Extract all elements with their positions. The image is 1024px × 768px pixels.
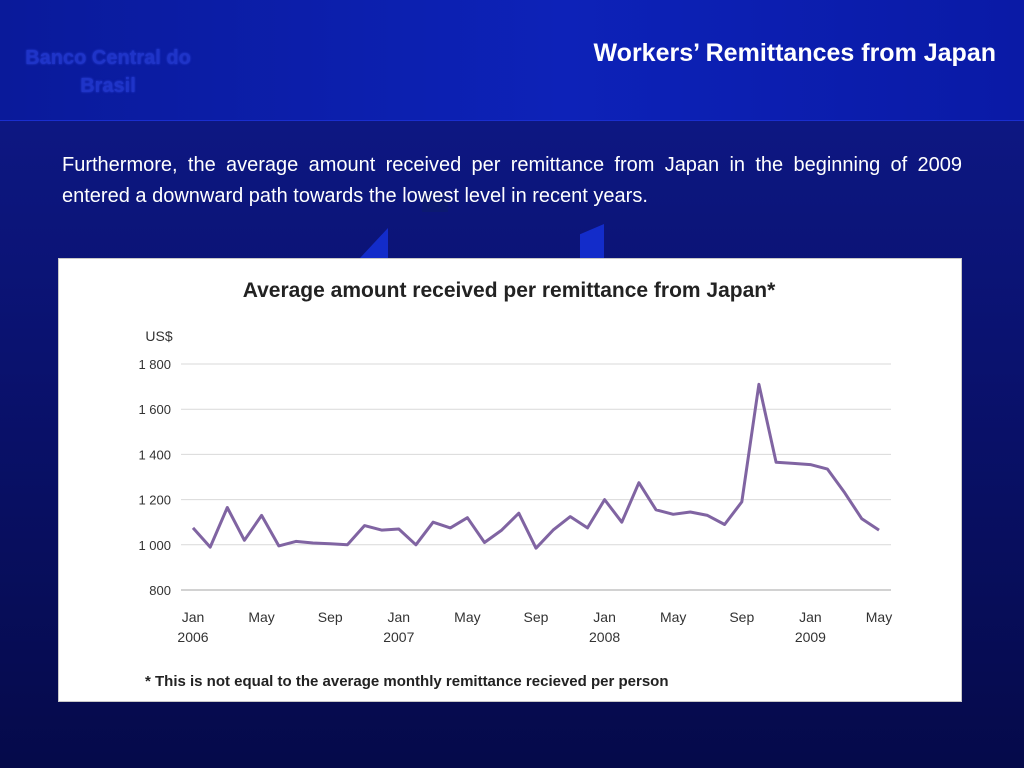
x-tick-label: May (660, 609, 686, 625)
chart-frame: Average amount received per remittance f… (58, 258, 962, 702)
grid-lines (181, 363, 891, 591)
chart-footnote: * This is not equal to the average month… (145, 673, 668, 690)
decorative-block (422, 192, 448, 212)
y-axis-label: US$ (145, 328, 172, 344)
decorative-shape (580, 224, 604, 258)
series-lines (191, 382, 880, 550)
y-tick-label: 1 000 (138, 538, 171, 553)
y-tick-label: 1 400 (138, 447, 171, 462)
slide-title: Workers’ Remittances from Japan (593, 39, 996, 67)
line-chart: Average amount received per remittance f… (138, 279, 892, 690)
x-tick-label: Sep (524, 609, 549, 625)
y-tick-labels: 800 1 000 1 200 1 400 1 600 1 800 (138, 357, 171, 598)
x-tick-year: 2007 (383, 629, 414, 645)
series-line (191, 382, 880, 550)
y-tick-label: 1 800 (138, 357, 171, 372)
x-tick-label: Sep (318, 609, 343, 625)
x-tick-label: Jan (799, 609, 822, 625)
header-band: Banco Central do Brasil Workers’ Remitta… (0, 0, 1024, 121)
x-tick-label: Jan (388, 609, 411, 625)
decorative-shape (360, 228, 388, 258)
y-tick-label: 800 (149, 583, 171, 598)
y-tick-label: 1 200 (138, 493, 171, 508)
x-tick-label: Jan (593, 609, 616, 625)
x-tick-label: Sep (729, 609, 754, 625)
y-tick-label: 1 600 (138, 402, 171, 417)
logo-text: Banco Central do Brasil (25, 47, 191, 97)
x-tick-label: May (248, 609, 274, 625)
x-tick-label: May (454, 609, 480, 625)
x-tick-year: 2009 (795, 629, 826, 645)
x-tick-label: May (866, 609, 892, 625)
body-text: Furthermore, the average amount received… (62, 154, 962, 207)
x-tick-labels: Jan 2006 May Sep Jan 2007 May Sep Jan 2008 May Sep J… (177, 609, 892, 645)
x-tick-year: 2008 (589, 629, 620, 645)
x-tick-year: 2006 (177, 629, 208, 645)
x-tick-label: Jan (182, 609, 205, 625)
chart-title: Average amount received per remittance f… (243, 279, 776, 302)
